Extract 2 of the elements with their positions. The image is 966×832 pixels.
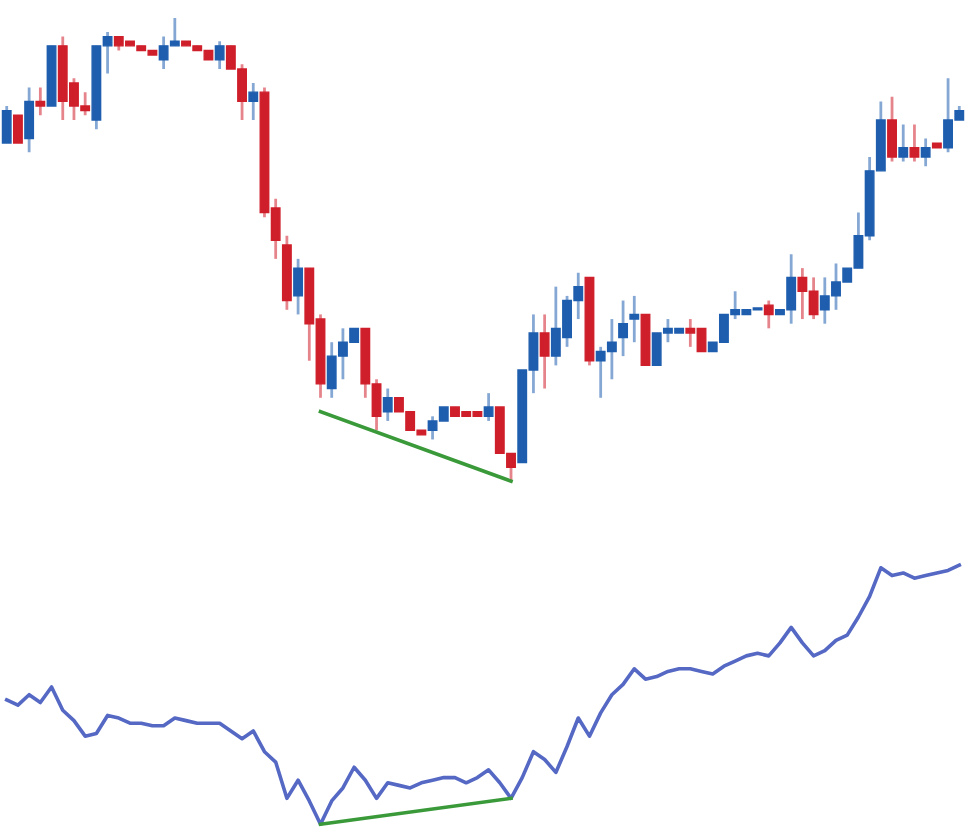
candlestick (12, 114, 23, 144)
candlestick (931, 142, 942, 149)
